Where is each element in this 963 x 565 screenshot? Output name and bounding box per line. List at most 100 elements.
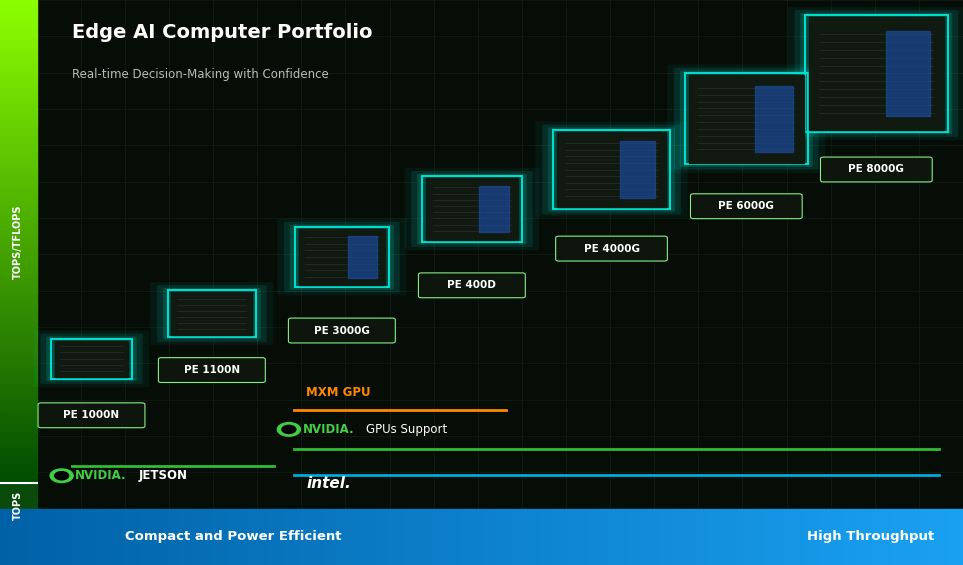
Bar bbox=[0, 142, 37, 145]
Bar bbox=[0, 32, 37, 34]
Bar bbox=[0, 365, 37, 367]
Bar bbox=[0, 314, 37, 316]
Bar bbox=[0, 152, 37, 155]
Bar bbox=[915, 508, 920, 565]
Bar bbox=[887, 31, 930, 116]
Bar bbox=[0, 172, 37, 174]
Bar bbox=[0, 201, 37, 203]
Bar bbox=[0, 394, 37, 396]
Bar bbox=[664, 508, 669, 565]
Bar bbox=[0, 425, 37, 428]
Bar bbox=[775, 508, 780, 565]
Bar bbox=[462, 508, 467, 565]
Bar bbox=[479, 186, 508, 232]
Bar bbox=[554, 508, 559, 565]
Bar bbox=[742, 508, 746, 565]
Bar bbox=[193, 508, 197, 565]
Bar bbox=[496, 508, 501, 565]
Bar bbox=[178, 508, 183, 565]
Bar bbox=[0, 227, 37, 229]
Bar bbox=[708, 508, 713, 565]
Text: TOPS/TFLOPS: TOPS/TFLOPS bbox=[13, 205, 23, 279]
Bar bbox=[0, 466, 37, 468]
Bar bbox=[0, 358, 37, 360]
FancyBboxPatch shape bbox=[820, 157, 932, 182]
FancyBboxPatch shape bbox=[404, 168, 539, 250]
Bar bbox=[0, 481, 37, 483]
Bar bbox=[0, 232, 37, 234]
Bar bbox=[241, 508, 246, 565]
Bar bbox=[0, 321, 37, 324]
Bar bbox=[443, 508, 448, 565]
Bar bbox=[809, 17, 944, 130]
Bar bbox=[0, 350, 37, 353]
Bar bbox=[197, 508, 202, 565]
Bar bbox=[226, 508, 231, 565]
Bar bbox=[0, 367, 37, 370]
Bar bbox=[0, 92, 37, 94]
Bar bbox=[669, 508, 674, 565]
Bar bbox=[0, 430, 37, 432]
Text: Edge AI Computer Portfolio: Edge AI Computer Portfolio bbox=[72, 23, 373, 42]
Bar bbox=[0, 282, 37, 285]
Bar bbox=[0, 114, 37, 116]
Bar bbox=[578, 508, 583, 565]
Bar bbox=[867, 508, 872, 565]
Bar bbox=[332, 508, 337, 565]
Bar bbox=[72, 508, 77, 565]
Bar bbox=[872, 508, 876, 565]
Bar bbox=[804, 508, 809, 565]
Text: PE 6000G: PE 6000G bbox=[718, 201, 774, 211]
Bar bbox=[539, 508, 544, 565]
Bar bbox=[0, 218, 37, 220]
Bar bbox=[207, 508, 212, 565]
FancyBboxPatch shape bbox=[34, 331, 149, 387]
FancyBboxPatch shape bbox=[39, 403, 144, 428]
Bar bbox=[111, 508, 116, 565]
Bar bbox=[939, 508, 944, 565]
Bar bbox=[467, 508, 472, 565]
Bar bbox=[583, 508, 587, 565]
Bar bbox=[722, 508, 727, 565]
Bar bbox=[10, 508, 14, 565]
Bar bbox=[0, 150, 37, 152]
Text: MXM GPU: MXM GPU bbox=[306, 386, 371, 399]
Bar bbox=[0, 271, 37, 273]
Bar bbox=[0, 85, 37, 87]
Bar bbox=[0, 121, 37, 123]
Bar bbox=[506, 508, 510, 565]
Bar bbox=[612, 508, 616, 565]
Bar bbox=[0, 229, 37, 232]
Bar bbox=[0, 423, 37, 425]
Bar bbox=[77, 508, 82, 565]
Bar bbox=[53, 508, 58, 565]
Bar bbox=[703, 508, 708, 565]
Bar bbox=[491, 508, 496, 565]
Bar bbox=[236, 508, 241, 565]
Bar bbox=[568, 508, 573, 565]
Bar bbox=[0, 316, 37, 319]
Bar bbox=[794, 508, 799, 565]
Bar bbox=[534, 508, 539, 565]
Bar bbox=[0, 27, 37, 29]
Bar bbox=[751, 508, 756, 565]
Bar bbox=[717, 508, 722, 565]
Bar bbox=[0, 222, 37, 225]
Bar bbox=[0, 38, 37, 41]
Bar bbox=[265, 508, 270, 565]
Bar bbox=[0, 445, 37, 447]
Bar bbox=[929, 508, 934, 565]
Bar bbox=[0, 104, 37, 106]
FancyBboxPatch shape bbox=[46, 336, 137, 381]
Bar bbox=[0, 118, 37, 121]
Bar bbox=[366, 508, 371, 565]
Bar bbox=[785, 508, 790, 565]
FancyBboxPatch shape bbox=[417, 173, 527, 245]
Bar bbox=[770, 508, 775, 565]
Bar bbox=[0, 5, 37, 7]
Bar bbox=[0, 210, 37, 212]
Bar bbox=[0, 147, 37, 150]
Bar bbox=[29, 508, 34, 565]
Bar bbox=[693, 508, 698, 565]
Bar bbox=[0, 473, 37, 476]
